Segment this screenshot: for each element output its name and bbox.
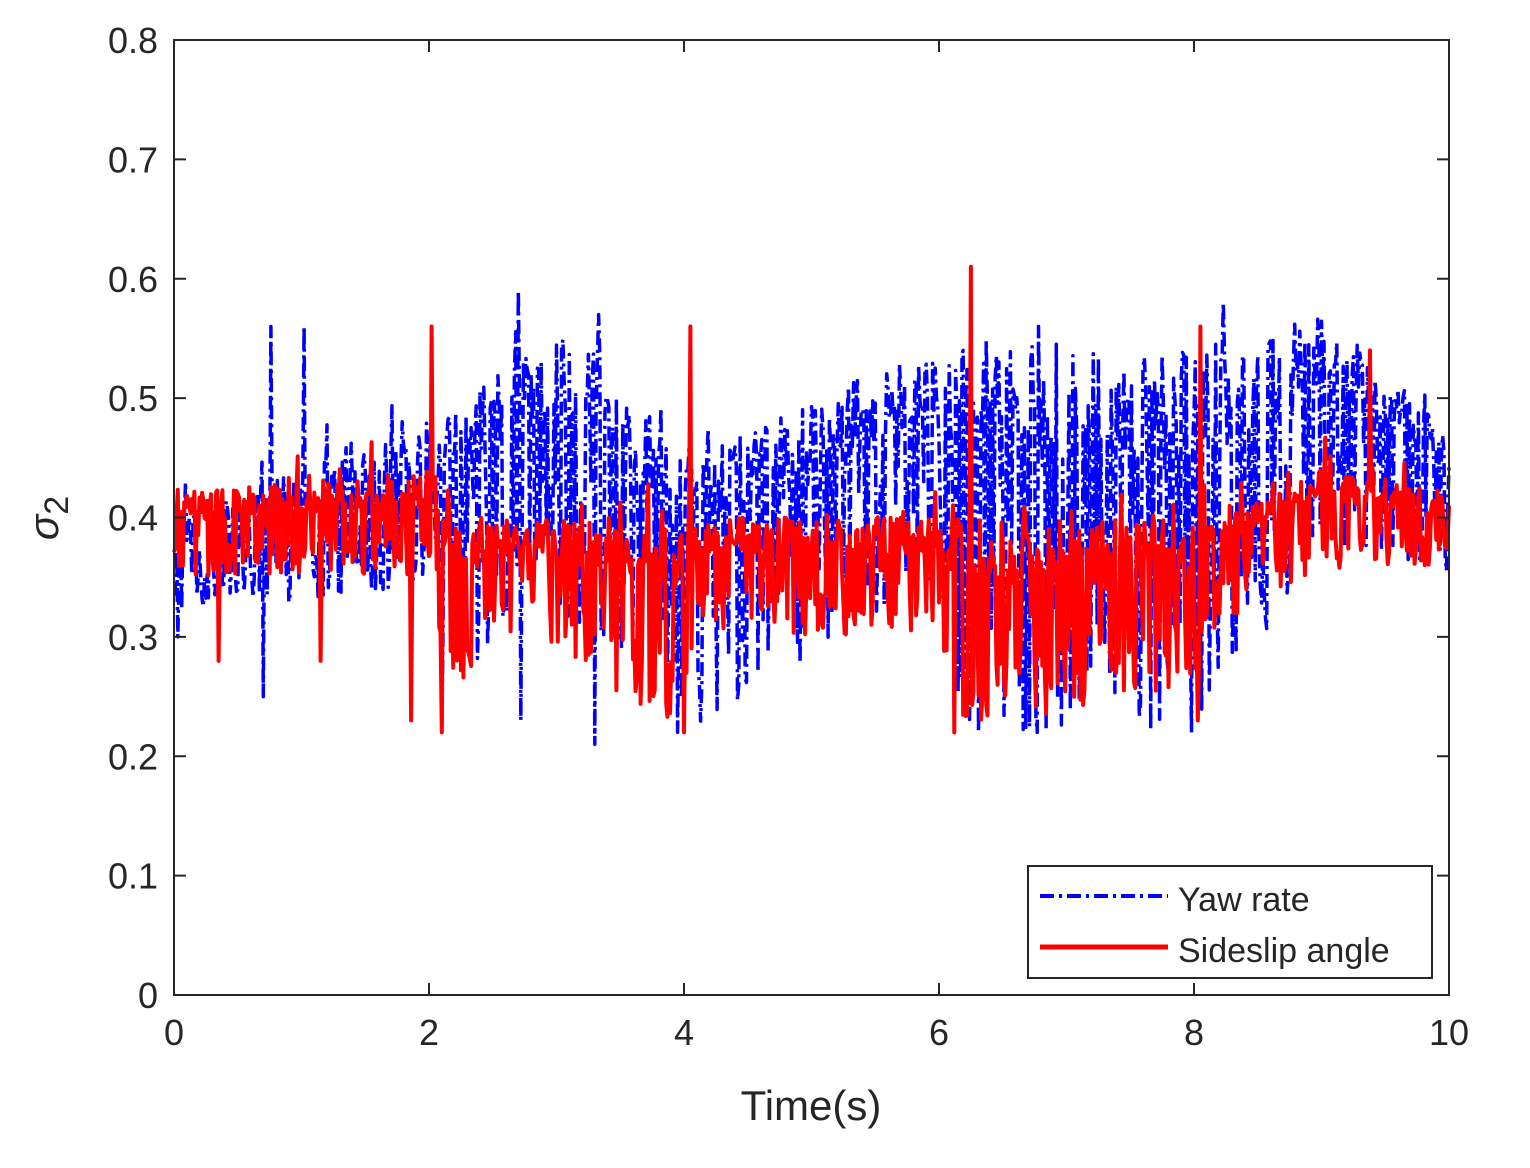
legend-label-yaw-rate: Yaw rate (1178, 881, 1310, 919)
x-tick-label: 0 (164, 1012, 184, 1053)
series-layer (172, 264, 1451, 747)
y-tick-label: 0.2 (108, 736, 158, 777)
y-tick-label: 0 (138, 975, 158, 1016)
x-tick-label: 8 (1184, 1012, 1204, 1053)
y-tick-label: 0.4 (108, 498, 158, 539)
x-axis-label: Time(s) (741, 1082, 882, 1129)
x-tick-label: 10 (1429, 1012, 1469, 1053)
y-axis: 0 0.1 0.2 0.3 0.4 0.5 0.6 0.7 0.8 (108, 20, 1449, 1016)
series-line-sideslip-angle (172, 264, 1451, 735)
y-axis-label: σ2 (20, 496, 76, 540)
y-tick-label: 0.3 (108, 617, 158, 658)
y-tick-label: 0.7 (108, 139, 158, 180)
y-axis-label-subscript: 2 (38, 496, 76, 515)
y-tick-label: 0.6 (108, 259, 158, 300)
y-axis-label-base: σ (20, 513, 67, 540)
x-axis: 0 2 4 6 8 10 (164, 40, 1469, 1053)
y-tick-label: 0.8 (108, 20, 158, 61)
svg-text:σ2: σ2 (20, 496, 76, 540)
legend-label-sideslip-angle: Sideslip angle (1178, 932, 1390, 970)
x-tick-label: 4 (674, 1012, 694, 1053)
x-tick-label: 2 (419, 1012, 439, 1053)
legend-box (1027, 865, 1433, 979)
legend: Yaw rate Sideslip angle (1027, 865, 1433, 979)
y-tick-label: 0.1 (108, 856, 158, 897)
x-tick-label: 6 (929, 1012, 949, 1053)
y-tick-label: 0.5 (108, 378, 158, 419)
